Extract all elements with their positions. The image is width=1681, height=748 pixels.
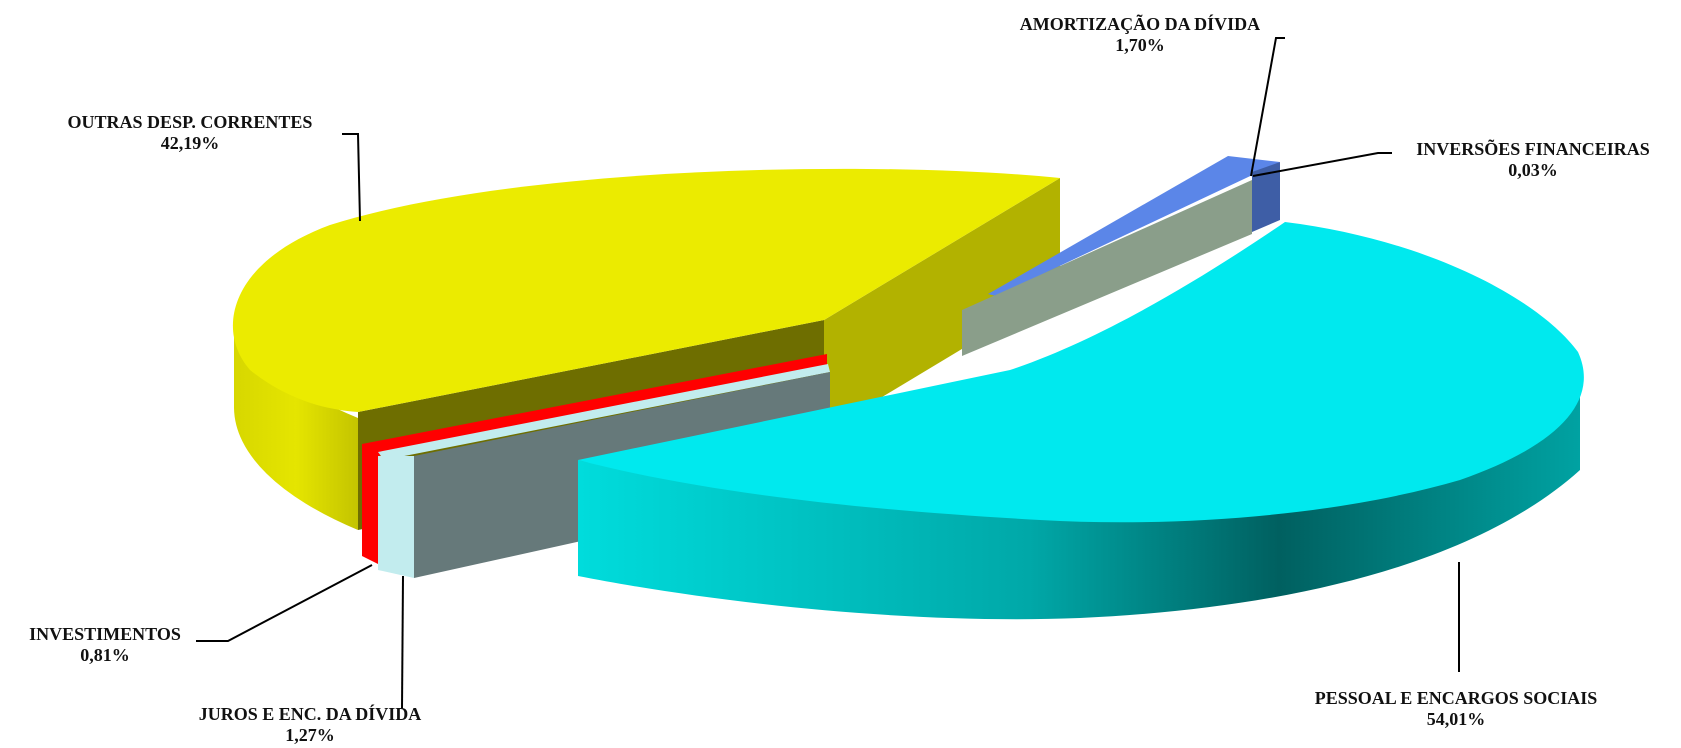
- label-juros-name: JUROS E ENC. DA DÍVIDA: [198, 704, 422, 724]
- slice-amortizacao-cut: [962, 180, 1252, 356]
- slice-amortizacao-top: [988, 156, 1280, 296]
- slice-pessoal: [578, 222, 1584, 620]
- label-pessoal: PESSOAL E ENCARGOS SOCIAIS 54,01%: [1266, 688, 1646, 730]
- leader-line-inversoes: [1252, 152, 1392, 177]
- label-pessoal-value: 54,01%: [1426, 709, 1486, 729]
- label-outras-value: 42,19%: [160, 133, 220, 153]
- leader-line-outras: [342, 133, 361, 222]
- leader-lines: [196, 37, 1460, 710]
- label-outras: OUTRAS DESP. CORRENTES 42,19%: [40, 112, 340, 154]
- label-inversoes: INVERSÕES FINANCEIRAS 0,03%: [1385, 139, 1681, 181]
- slice-amortizacao-side: [1252, 162, 1280, 232]
- label-amortizacao: AMORTIZAÇÃO DA DÍVIDA 1,70%: [990, 14, 1290, 56]
- label-juros: JUROS E ENC. DA DÍVIDA 1,27%: [160, 704, 460, 746]
- label-inversoes-value: 0,03%: [1508, 160, 1558, 180]
- slice-pessoal-top: [578, 222, 1584, 523]
- label-amortizacao-value: 1,70%: [1115, 35, 1165, 55]
- leader-line-juros: [401, 575, 404, 710]
- label-investimentos: INVESTIMENTOS 0,81%: [10, 624, 200, 666]
- label-investimentos-value: 0,81%: [80, 645, 130, 665]
- label-inversoes-name: INVERSÕES FINANCEIRAS: [1416, 139, 1650, 159]
- slice-outras-cut-right: [824, 178, 1060, 432]
- leader-line-amortizacao: [1250, 37, 1285, 177]
- slice-pessoal-side: [578, 358, 1580, 620]
- label-pessoal-name: PESSOAL E ENCARGOS SOCIAIS: [1314, 688, 1598, 708]
- slice-juros-top: [378, 364, 830, 460]
- slice-outras-top: [232, 168, 1060, 412]
- slice-juros-side: [378, 456, 414, 578]
- label-amortizacao-name: AMORTIZAÇÃO DA DÍVIDA: [1019, 14, 1261, 34]
- leader-line-investimentos: [196, 564, 373, 642]
- slice-amortizacao: [962, 156, 1280, 356]
- label-juros-value: 1,27%: [285, 725, 335, 745]
- label-outras-name: OUTRAS DESP. CORRENTES: [67, 112, 313, 132]
- label-investimentos-name: INVESTIMENTOS: [29, 624, 181, 644]
